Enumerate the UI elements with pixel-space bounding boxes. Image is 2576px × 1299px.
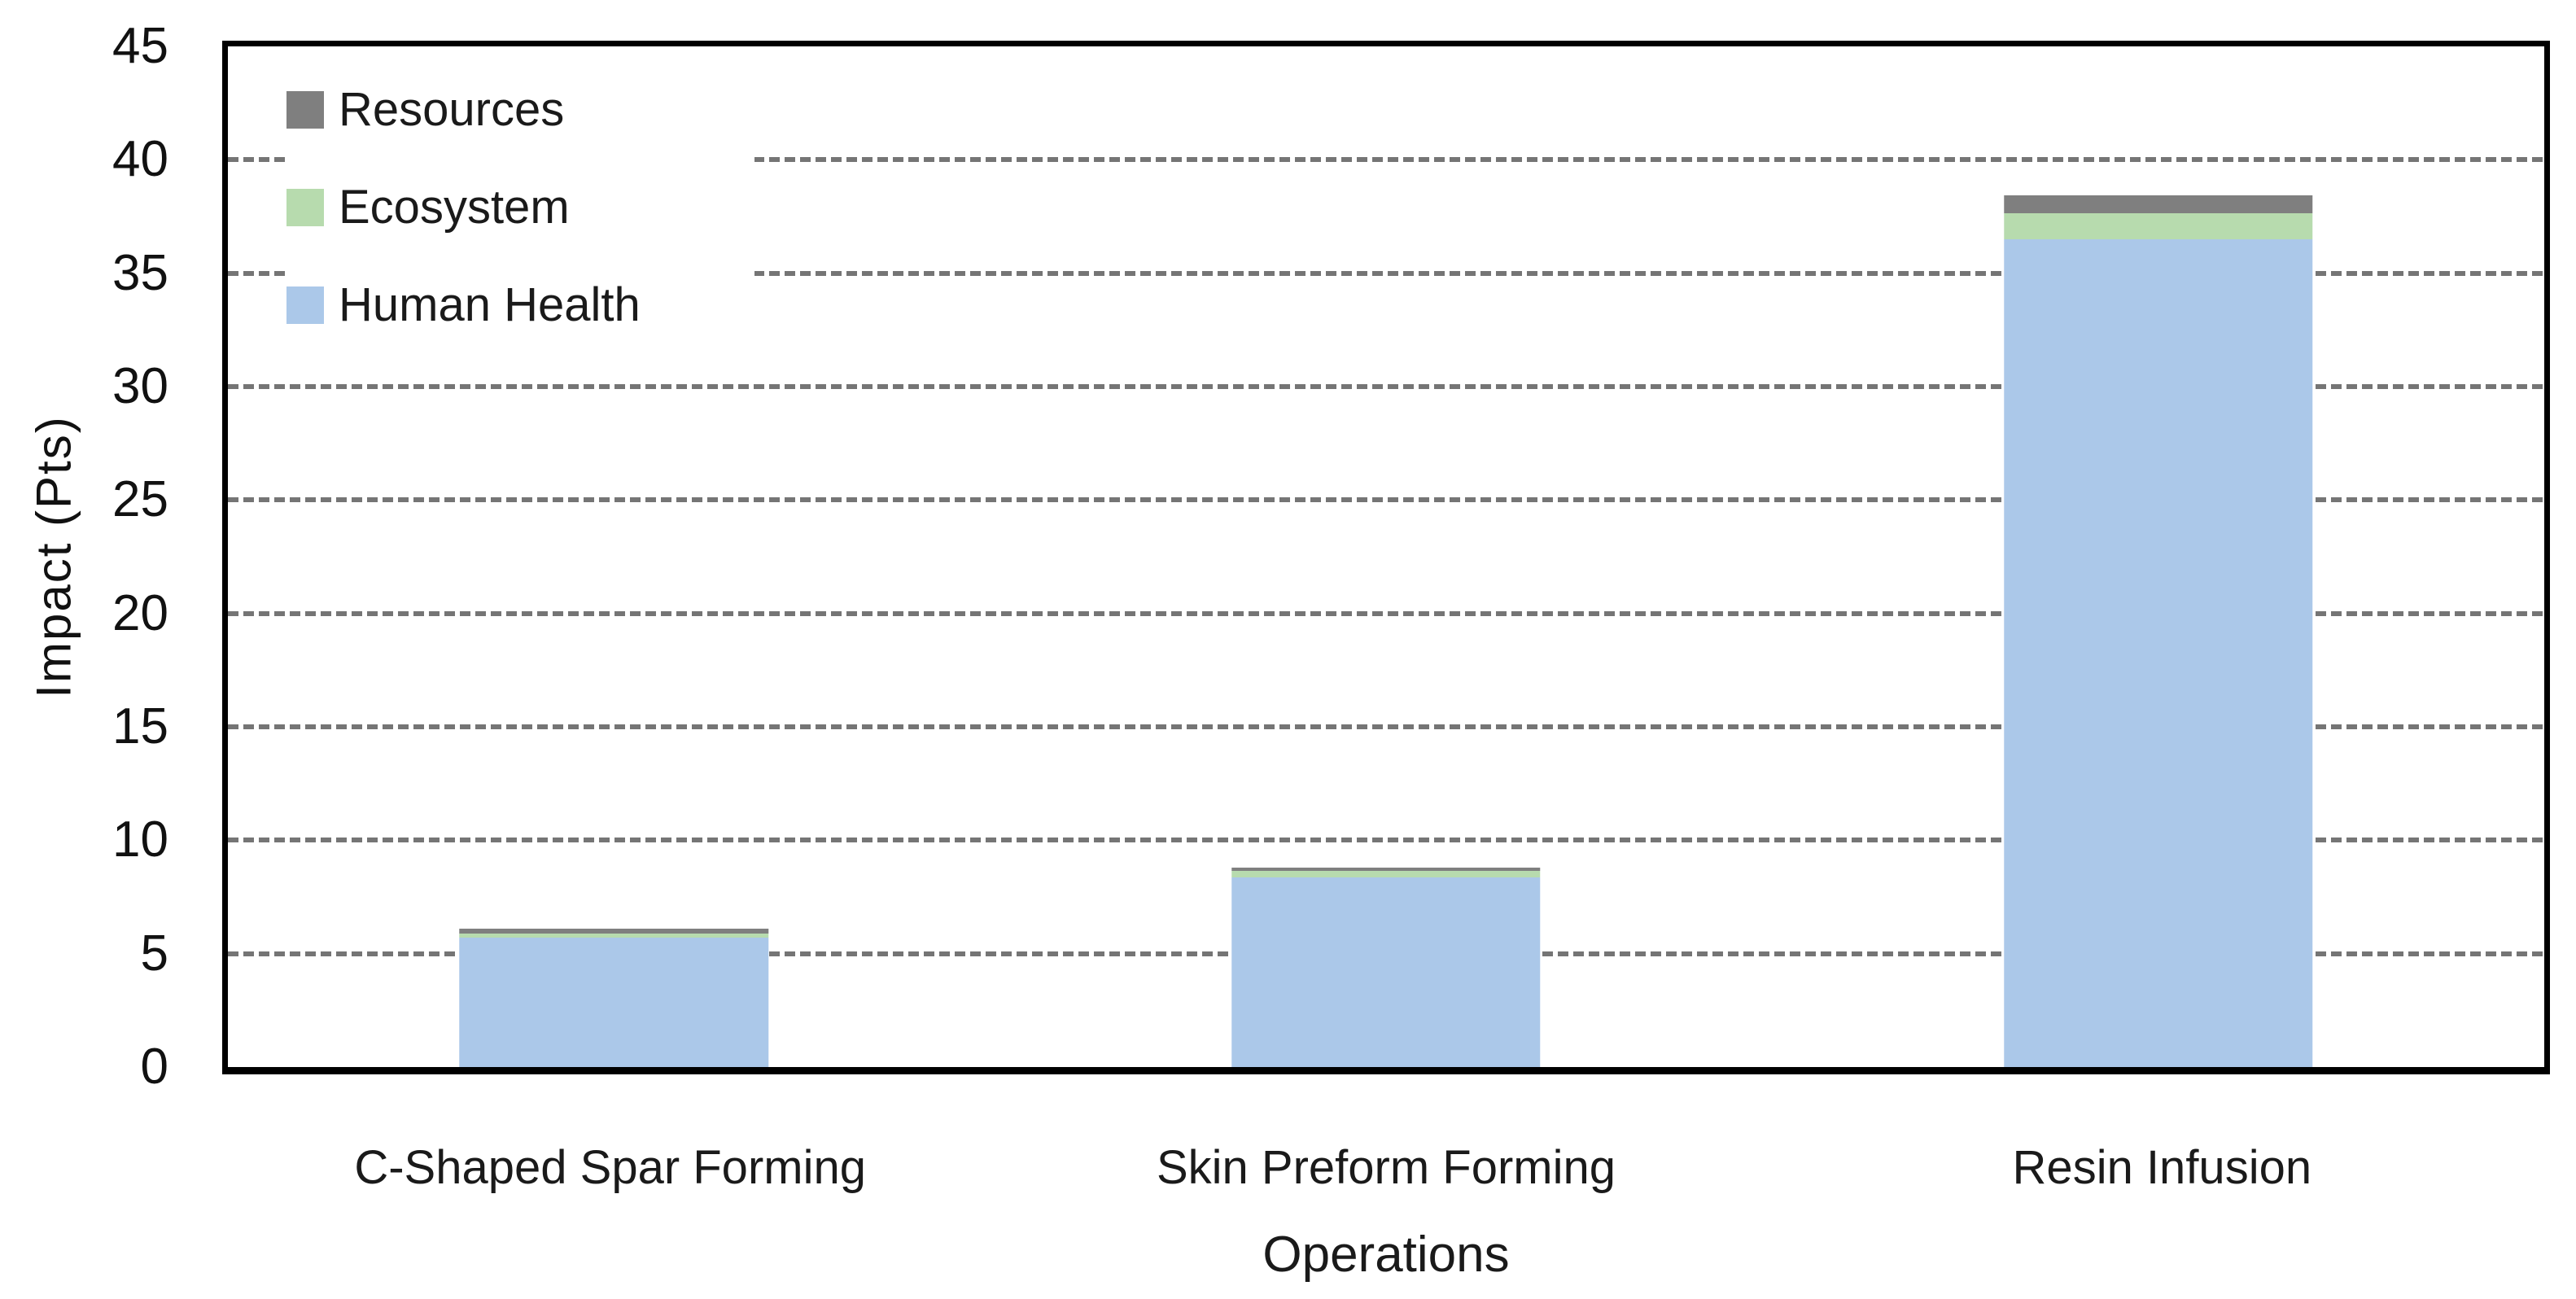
bar-segment-human-health (1231, 877, 1541, 1067)
gridline-15 (228, 724, 2544, 730)
legend-swatch-resources (286, 91, 324, 129)
x-category-label-2: Skin Preform Forming (1156, 1141, 1616, 1194)
x-category-label-1: C-Shaped Spar Forming (354, 1141, 866, 1194)
y-tick-label-35: 35 (112, 244, 168, 301)
legend: Resources Ecosystem Human Health (286, 61, 754, 354)
bar-c-shaped-spar-forming (459, 929, 769, 1068)
x-axis-category-labels: C-Shaped Spar Forming Skin Preform Formin… (222, 1139, 2550, 1196)
bar-segment-human-health (459, 938, 769, 1068)
bar-cell-3 (1772, 46, 2544, 1067)
y-tick-label-45: 45 (112, 18, 168, 74)
gridline-35 (228, 270, 2544, 276)
y-tick-label-5: 5 (140, 925, 168, 982)
bar-segment-resources (459, 929, 769, 934)
y-tick-label-20: 20 (112, 584, 168, 641)
bar-segment-ecosystem (459, 933, 769, 938)
gridline-40 (228, 157, 2544, 163)
y-tick-label-30: 30 (112, 358, 168, 414)
bar-skin-preform-forming (1231, 867, 1541, 1067)
y-axis-tick-labels: 0 5 10 15 20 25 30 35 40 45 (0, 21, 168, 1092)
bar-cell-1 (228, 46, 1000, 1068)
bar-segment-ecosystem (1231, 870, 1541, 878)
gridline-20 (228, 610, 2544, 616)
x-axis-title: Operations (1262, 1227, 1510, 1283)
legend-item-human-health: Human Health (286, 256, 754, 354)
bar-segment-ecosystem (2003, 212, 2313, 239)
bars-layer (228, 46, 2544, 1068)
bar-segment-resources (1231, 867, 1541, 871)
legend-label-ecosystem: Ecosystem (339, 181, 570, 234)
bar-resin-infusion (2003, 195, 2313, 1067)
gridline-30 (228, 384, 2544, 390)
legend-swatch-ecosystem (286, 189, 324, 226)
gridline-25 (228, 497, 2544, 503)
bar-cell-2 (1000, 46, 1773, 1067)
y-tick-label-15: 15 (112, 698, 168, 754)
y-tick-label-0: 0 (140, 1039, 168, 1095)
legend-label-human-health: Human Health (339, 278, 641, 331)
x-category-label-3: Resin Infusion (2012, 1141, 2312, 1194)
plot-area: Resources Ecosystem Human Health (222, 41, 2550, 1074)
y-tick-label-25: 25 (112, 471, 168, 528)
legend-item-resources: Resources (286, 61, 754, 159)
bar-segment-human-health (2003, 238, 2313, 1067)
legend-label-resources: Resources (339, 83, 565, 136)
gridline-10 (228, 838, 2544, 843)
legend-swatch-human-health (286, 286, 324, 324)
y-tick-label-40: 40 (112, 131, 168, 188)
bar-segment-resources (2003, 195, 2313, 213)
y-tick-label-10: 10 (112, 811, 168, 868)
legend-item-ecosystem: Ecosystem (286, 159, 754, 256)
